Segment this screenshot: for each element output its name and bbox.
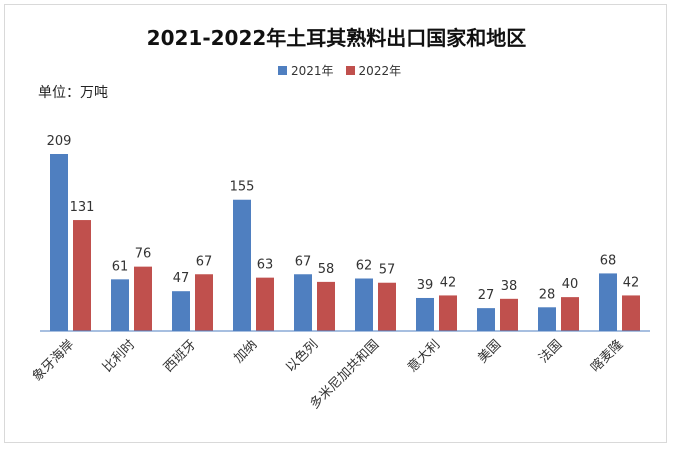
legend: 2021年 2022年 xyxy=(278,62,401,79)
data-label-2022-8: 40 xyxy=(562,277,579,292)
legend-item-2021: 2021年 xyxy=(278,62,334,79)
category-label-8: 法国 xyxy=(536,337,565,366)
category-label-4: 以色列 xyxy=(282,337,321,376)
data-label-2021-4: 67 xyxy=(295,254,312,269)
data-label-2021-5: 62 xyxy=(356,258,373,273)
bar-2021-5 xyxy=(355,278,373,331)
bar-2021-3 xyxy=(233,199,251,331)
data-label-2022-9: 42 xyxy=(623,275,640,290)
bar-2021-4 xyxy=(294,274,312,331)
bar-2022-2 xyxy=(195,274,213,331)
bar-2022-5 xyxy=(378,282,396,331)
bar-2021-9 xyxy=(599,273,617,331)
unit-label: 单位：万吨 xyxy=(38,85,108,101)
data-label-2021-7: 27 xyxy=(478,288,495,303)
bar-2022-7 xyxy=(500,298,518,331)
data-label-2022-7: 38 xyxy=(501,279,518,294)
bar-2022-4 xyxy=(317,281,335,331)
category-label-9: 喀麦隆 xyxy=(587,337,626,376)
category-label-3: 加纳 xyxy=(231,337,260,366)
data-label-2022-3: 63 xyxy=(257,258,274,273)
bar-2022-6 xyxy=(439,295,457,331)
bar-2022-3 xyxy=(256,277,274,331)
bar-2022-1 xyxy=(134,266,152,331)
legend-swatch-2021 xyxy=(278,66,287,75)
bar-2021-6 xyxy=(416,297,434,331)
legend-swatch-2022 xyxy=(345,66,355,75)
bar-2021-0 xyxy=(50,154,68,331)
bar-2021-7 xyxy=(477,308,495,331)
category-label-1: 比利时 xyxy=(100,337,138,375)
chart-frame xyxy=(4,4,667,443)
legend-label-2021: 2021年 xyxy=(291,64,334,78)
category-label-6: 意大利 xyxy=(404,337,443,376)
data-label-2021-3: 155 xyxy=(230,180,255,195)
category-label-7: 美国 xyxy=(475,337,504,366)
data-label-2022-6: 42 xyxy=(440,275,457,290)
data-label-2021-2: 47 xyxy=(173,271,190,286)
data-label-2021-0: 209 xyxy=(47,134,72,149)
data-label-2022-0: 131 xyxy=(70,200,95,215)
bar-2022-0 xyxy=(73,220,91,331)
chart-title: 2021-2022年土耳其熟料出口国家和地区 xyxy=(146,26,527,50)
data-label-2021-9: 68 xyxy=(600,253,617,268)
data-label-2021-6: 39 xyxy=(417,278,434,293)
bar-2021-1 xyxy=(111,279,129,331)
data-label-2021-1: 61 xyxy=(112,259,129,274)
bar-2022-9 xyxy=(622,295,640,331)
bar-2021-8 xyxy=(538,307,556,331)
data-label-2022-1: 76 xyxy=(135,247,152,262)
category-label-0: 象牙海岸 xyxy=(30,337,77,384)
legend-label-2022: 2022年 xyxy=(358,64,402,78)
data-label-2021-8: 28 xyxy=(539,287,556,302)
data-label-2022-5: 57 xyxy=(379,263,396,278)
bar-2021-2 xyxy=(172,291,190,331)
data-label-2022-2: 67 xyxy=(196,254,213,269)
legend-item-2022: 2022年 xyxy=(345,62,402,79)
bar-2022-8 xyxy=(561,297,579,331)
data-label-2022-4: 58 xyxy=(318,262,335,277)
category-label-2: 西班牙 xyxy=(161,337,199,375)
